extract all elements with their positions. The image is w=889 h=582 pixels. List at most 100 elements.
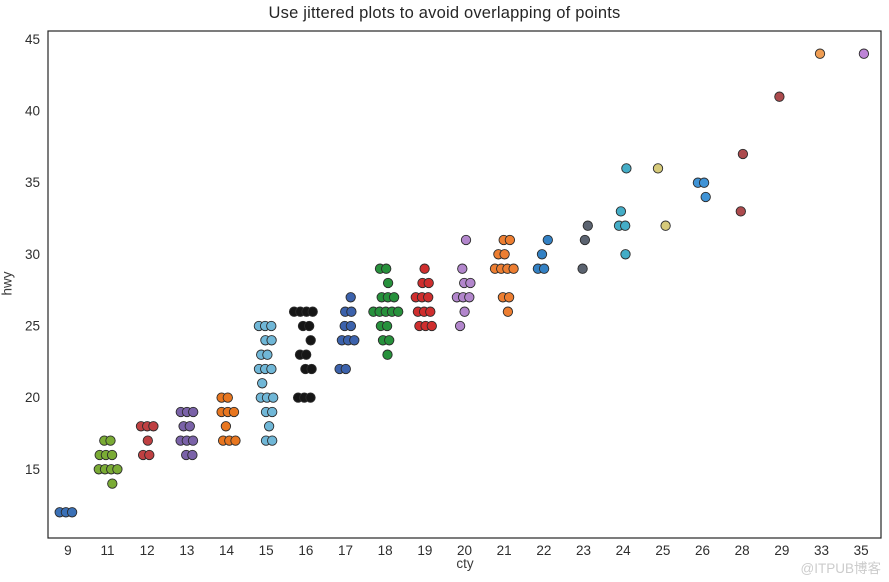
data-point bbox=[536, 249, 548, 260]
x-tick-label: 21 bbox=[497, 543, 512, 558]
data-point bbox=[423, 292, 434, 303]
x-tick-label: 26 bbox=[695, 543, 710, 558]
data-point bbox=[620, 249, 631, 260]
data-point bbox=[538, 263, 550, 274]
data-point bbox=[460, 234, 472, 246]
data-point bbox=[105, 435, 116, 446]
x-tick-label: 28 bbox=[735, 543, 750, 558]
x-tick-label: 22 bbox=[536, 543, 551, 558]
x-tick-label: 17 bbox=[338, 543, 353, 558]
data-point bbox=[621, 163, 632, 174]
data-point bbox=[502, 306, 514, 317]
data-point bbox=[345, 292, 356, 303]
data-point bbox=[346, 306, 357, 317]
data-point bbox=[423, 277, 434, 289]
plot-border bbox=[47, 30, 882, 539]
data-point bbox=[301, 349, 312, 360]
y-tick-label: 15 bbox=[25, 462, 40, 477]
x-tick-label: 14 bbox=[219, 543, 235, 558]
data-point bbox=[187, 435, 199, 446]
data-point bbox=[263, 421, 275, 432]
data-point bbox=[425, 306, 436, 317]
data-point bbox=[465, 277, 476, 289]
data-point bbox=[737, 148, 749, 160]
data-point bbox=[112, 464, 123, 475]
data-point bbox=[454, 320, 466, 332]
data-point bbox=[814, 48, 826, 59]
data-point bbox=[620, 220, 631, 231]
data-point bbox=[268, 392, 279, 403]
x-tick-label: 19 bbox=[417, 543, 432, 558]
data-point bbox=[106, 449, 118, 461]
data-point bbox=[858, 48, 870, 59]
data-point bbox=[382, 277, 394, 289]
data-point bbox=[144, 449, 155, 461]
data-point bbox=[306, 363, 317, 375]
data-point bbox=[388, 292, 400, 303]
data-point bbox=[381, 320, 393, 332]
x-tick-label: 13 bbox=[179, 543, 194, 558]
x-tick-label: 11 bbox=[100, 543, 114, 558]
data-point bbox=[305, 335, 316, 346]
data-point bbox=[187, 449, 198, 461]
data-point bbox=[184, 421, 195, 432]
data-point bbox=[266, 320, 277, 332]
data-point bbox=[142, 435, 153, 446]
data-point bbox=[345, 320, 357, 332]
y-tick-label: 35 bbox=[25, 175, 40, 190]
data-point bbox=[381, 263, 392, 274]
data-point bbox=[384, 335, 395, 346]
data-point bbox=[577, 263, 588, 274]
data-point bbox=[582, 220, 593, 231]
data-point bbox=[457, 263, 468, 274]
data-point bbox=[503, 292, 515, 303]
data-point bbox=[382, 349, 393, 360]
y-tick-label: 25 bbox=[25, 319, 40, 334]
data-point bbox=[504, 234, 516, 246]
x-tick-label: 25 bbox=[655, 543, 670, 558]
data-point bbox=[148, 421, 159, 432]
y-tick-label: 40 bbox=[25, 104, 40, 119]
data-point bbox=[305, 392, 316, 403]
data-point bbox=[735, 206, 746, 217]
x-tick-label: 12 bbox=[140, 543, 155, 558]
x-tick-label: 15 bbox=[259, 543, 274, 558]
y-tick-label: 20 bbox=[25, 390, 40, 405]
x-tick-label: 29 bbox=[774, 543, 789, 558]
data-point bbox=[700, 191, 711, 203]
data-point bbox=[304, 320, 315, 332]
y-tick-label: 45 bbox=[25, 32, 40, 47]
data-point bbox=[267, 406, 278, 418]
x-tick-label: 35 bbox=[854, 543, 869, 558]
x-tick-label: 24 bbox=[616, 543, 632, 558]
data-point bbox=[419, 263, 430, 274]
data-point bbox=[542, 234, 553, 246]
data-point bbox=[257, 378, 268, 389]
data-point bbox=[230, 435, 241, 446]
data-point bbox=[188, 406, 199, 418]
data-point bbox=[267, 435, 278, 446]
data-point bbox=[262, 349, 273, 360]
data-point bbox=[660, 220, 671, 231]
data-point bbox=[652, 163, 664, 174]
data-point bbox=[349, 335, 360, 346]
data-point bbox=[464, 292, 475, 303]
data-point bbox=[393, 306, 404, 317]
data-point bbox=[107, 478, 118, 489]
data-point bbox=[340, 363, 351, 375]
data-point bbox=[499, 249, 510, 260]
y-tick-label: 30 bbox=[25, 247, 40, 262]
data-point bbox=[222, 392, 233, 403]
watermark: @ITPUB博客 bbox=[800, 561, 881, 576]
x-axis-label: cty bbox=[456, 556, 474, 571]
x-tick-label: 9 bbox=[64, 543, 72, 558]
data-point bbox=[266, 335, 277, 346]
data-point bbox=[66, 507, 78, 518]
data-point bbox=[426, 320, 437, 332]
data-point bbox=[579, 234, 591, 246]
data-point bbox=[307, 306, 318, 317]
data-point bbox=[220, 421, 232, 432]
chart-title: Use jittered plots to avoid overlapping … bbox=[268, 4, 621, 22]
